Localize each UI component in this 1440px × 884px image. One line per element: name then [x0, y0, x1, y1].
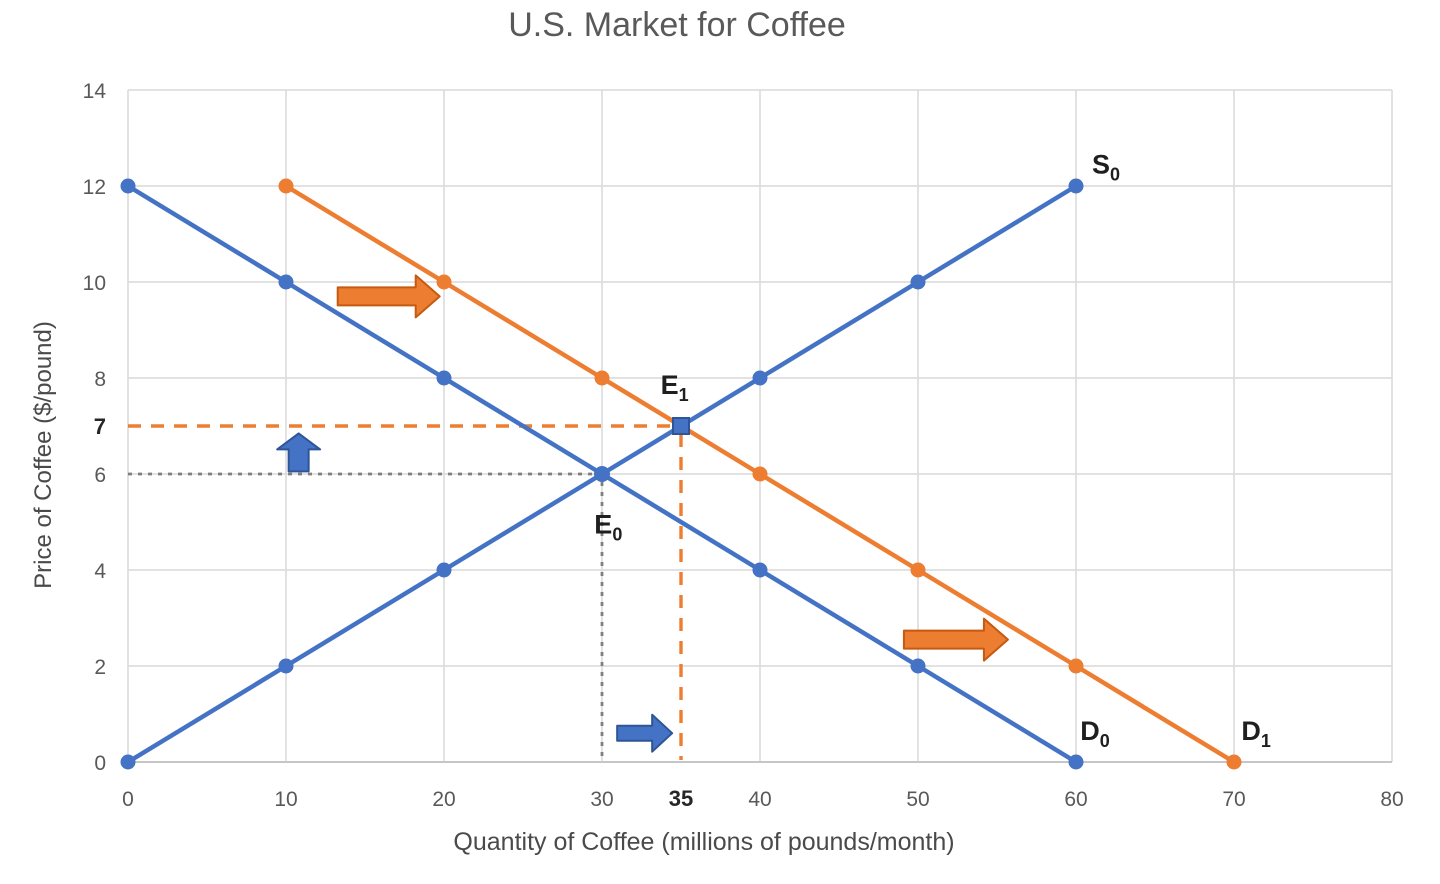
chart-title: U.S. Market for Coffee [508, 6, 846, 44]
series-S0-marker [752, 370, 768, 386]
y-tick-2: 2 [94, 656, 106, 679]
series-D1-marker [436, 274, 452, 290]
series-D0-marker [120, 178, 136, 194]
demand-shift-arrow-upper [336, 274, 441, 319]
x-tick-40: 40 [748, 788, 771, 811]
equilibrium-label-E1: E1 [661, 370, 689, 405]
equilibrium-E1-marker [672, 417, 690, 435]
series-D0-marker [278, 274, 294, 290]
series-D1-marker [1068, 658, 1084, 674]
series-D0-marker [752, 562, 768, 578]
equilibrium-markers [594, 417, 690, 482]
x-tick-10: 10 [274, 788, 297, 811]
x-tick-35: 35 [669, 786, 693, 811]
series-D0-marker [910, 658, 926, 674]
series-S0-marker [436, 562, 452, 578]
series-D1-marker [910, 562, 926, 578]
y-axis-title: Price of Coffee ($/pound) [30, 321, 57, 589]
equilibrium-E0-marker [594, 466, 610, 482]
y-tick-14: 14 [83, 80, 107, 103]
series-S0-marker [910, 274, 926, 290]
series-D1-marker [278, 178, 294, 194]
x-tick-80: 80 [1380, 788, 1403, 811]
x-tick-60: 60 [1064, 788, 1087, 811]
series-S0-marker [278, 658, 294, 674]
series-S0-marker [120, 754, 136, 770]
curve-labels: D0 D1 S0 E0 E1 [594, 149, 1271, 750]
x-tick-70: 70 [1222, 788, 1245, 811]
shift-arrows [276, 274, 1009, 753]
series-S0-marker [1068, 178, 1084, 194]
series-D1-marker [752, 466, 768, 482]
series-D1-marker [1226, 754, 1242, 770]
y-tick-10: 10 [83, 272, 106, 295]
y-tick-6: 6 [94, 464, 106, 487]
y-tick-0: 0 [94, 752, 106, 775]
x-tick-30: 30 [590, 788, 613, 811]
tick-labels: 0 10 20 30 40 50 60 70 80 35 0 2 4 6 8 10 12 14 7 [83, 80, 1404, 811]
curve-label-S0: S0 [1092, 149, 1120, 184]
price-increase-arrow [276, 432, 322, 473]
guide-lines [128, 424, 683, 760]
x-tick-0: 0 [122, 788, 134, 811]
curve-label-D0: D0 [1080, 716, 1110, 751]
y-tick-8: 8 [94, 368, 106, 391]
series-D1-marker [594, 370, 610, 386]
quantity-increase-arrow [616, 713, 674, 753]
x-axis-title: Quantity of Coffee (millions of pounds/m… [453, 828, 955, 856]
x-tick-20: 20 [432, 788, 455, 811]
equilibrium-label-E0: E0 [594, 509, 622, 544]
demand-shift-arrow-lower [902, 617, 1009, 662]
series-D0-marker [436, 370, 452, 386]
x-tick-50: 50 [906, 788, 929, 811]
y-tick-12: 12 [83, 176, 106, 199]
y-tick-7: 7 [94, 414, 106, 439]
curve-label-D1: D1 [1241, 716, 1271, 751]
y-tick-4: 4 [94, 560, 106, 583]
series-D0-marker [1068, 754, 1084, 770]
